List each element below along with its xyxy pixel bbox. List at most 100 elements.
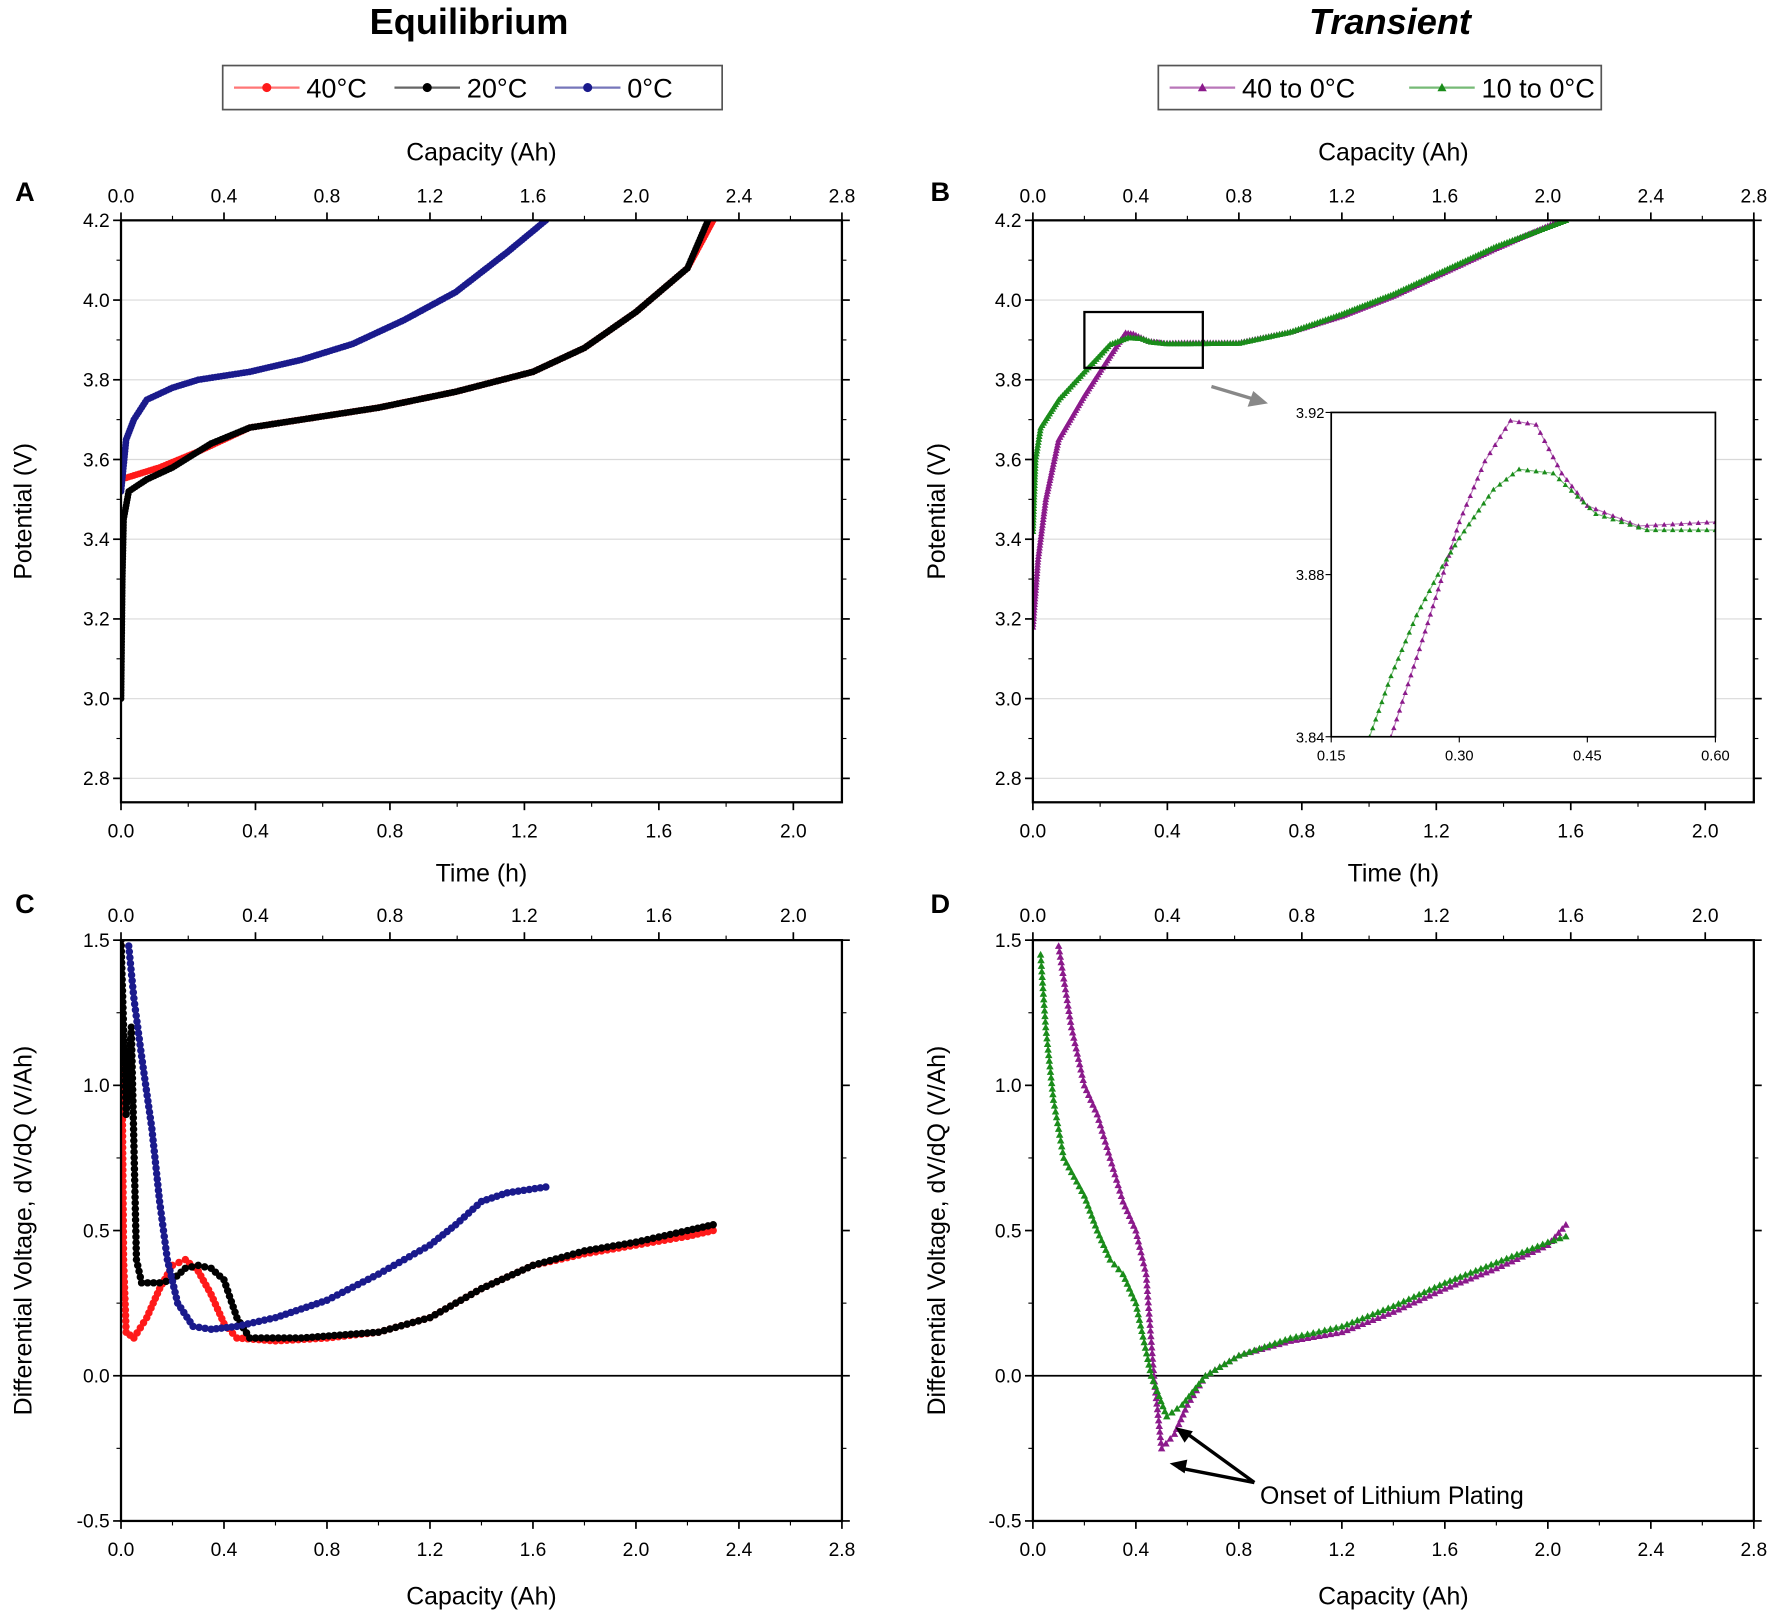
data-point <box>1385 681 1391 687</box>
data-point <box>314 1333 322 1341</box>
data-point <box>1476 507 1482 513</box>
data-point <box>1363 1318 1372 1326</box>
data-point <box>132 1238 140 1247</box>
data-point <box>132 1250 141 1258</box>
data-point <box>1443 556 1450 562</box>
series-markers <box>121 220 550 495</box>
series-line <box>1057 945 1567 1451</box>
data-point <box>1472 1266 1480 1274</box>
data-point <box>1072 1044 1080 1052</box>
data-point <box>123 1093 131 1101</box>
data-point <box>1153 1387 1161 1394</box>
data-point <box>1487 1266 1495 1274</box>
data-point <box>1704 519 1710 525</box>
data-point <box>660 1231 669 1240</box>
data-point <box>1482 458 1488 464</box>
data-point <box>1456 1278 1465 1286</box>
data-point <box>1438 578 1444 584</box>
data-point <box>121 1143 127 1152</box>
data-point <box>1533 1242 1542 1250</box>
data-point <box>128 1085 137 1094</box>
capacity-tick-label: 0.4 <box>1123 186 1150 207</box>
data-point <box>1119 1197 1127 1205</box>
data-point <box>1533 421 1539 427</box>
data-point <box>303 1333 311 1342</box>
data-point <box>121 975 126 984</box>
data-point <box>131 1193 139 1201</box>
data-point <box>1050 1101 1059 1109</box>
data-point <box>162 1250 171 1258</box>
data-point <box>1379 699 1385 705</box>
legend-item: 20°C <box>394 73 527 104</box>
data-point <box>200 1263 209 1271</box>
data-point <box>1320 1331 1329 1339</box>
legend-label: 0°C <box>627 73 673 104</box>
legend-right: 40 to 0°C 10 to 0°C <box>1157 64 1603 111</box>
data-point <box>1038 967 1046 975</box>
annotation-arrow-head <box>1169 1459 1188 1474</box>
data-point <box>1391 725 1397 731</box>
data-point <box>1373 716 1379 722</box>
data-point <box>1482 1268 1490 1276</box>
data-point <box>121 1149 127 1157</box>
data-point <box>121 1171 127 1180</box>
data-point <box>195 1323 203 1332</box>
legend-marker <box>1437 83 1447 92</box>
data-point <box>1123 1280 1132 1287</box>
data-point <box>1127 1217 1136 1224</box>
capacity-tick-label: 2.4 <box>726 186 753 207</box>
data-point <box>391 1323 400 1332</box>
data-point <box>1415 1290 1423 1298</box>
data-point <box>134 1261 142 1270</box>
data-point <box>677 1228 686 1236</box>
data-point <box>709 1221 717 1229</box>
data-point <box>1060 974 1068 982</box>
data-point <box>1326 1325 1335 1332</box>
data-point <box>1374 1308 1382 1316</box>
data-point <box>1432 594 1439 600</box>
data-point <box>1055 947 1064 955</box>
data-point <box>1109 1165 1118 1172</box>
series-markers <box>1368 466 1716 737</box>
series-group <box>1032 220 1570 630</box>
data-point <box>1045 1057 1054 1064</box>
data-point <box>575 1248 583 1257</box>
data-point <box>1509 471 1516 477</box>
data-point <box>1441 1284 1449 1292</box>
data-point <box>1043 1034 1051 1042</box>
data-point <box>129 988 138 997</box>
data-point <box>130 1000 139 1008</box>
data-point <box>1047 1079 1056 1087</box>
data-point <box>1568 487 1575 493</box>
data-point <box>1405 681 1411 687</box>
capacity-axis-label: Capacity (Ah) <box>1318 1584 1469 1611</box>
data-point <box>1078 1187 1086 1194</box>
data-point <box>1502 1259 1511 1267</box>
y-tick-label: 3.6 <box>83 450 110 471</box>
data-point <box>154 1186 163 1195</box>
inset-arrow <box>1210 384 1258 402</box>
y-tick-label: 4.0 <box>995 291 1022 312</box>
data-point <box>1474 475 1481 481</box>
data-point <box>136 1040 144 1049</box>
capacity-axis-label: Capacity (Ah) <box>1318 139 1469 166</box>
data-point <box>1415 1296 1423 1304</box>
title-transient: Transient <box>1309 1 1473 42</box>
data-point <box>129 1097 137 1105</box>
data-point <box>1041 1017 1050 1025</box>
data-point <box>1139 1332 1147 1340</box>
data-point <box>1315 1332 1323 1340</box>
y-tick-label: 3.0 <box>995 689 1022 710</box>
data-point <box>257 1334 265 1342</box>
data-point <box>1425 1291 1434 1299</box>
data-point <box>1181 1396 1190 1404</box>
data-point <box>1149 1377 1157 1384</box>
data-point <box>130 1159 139 1167</box>
data-point <box>1379 1312 1387 1319</box>
data-point <box>1541 438 1548 443</box>
data-point <box>161 1238 169 1246</box>
y-axis-label: Differential Voltage, dV/dQ (V/Ah) <box>924 1046 951 1416</box>
data-point <box>1181 1405 1189 1413</box>
data-point <box>1137 1248 1145 1256</box>
